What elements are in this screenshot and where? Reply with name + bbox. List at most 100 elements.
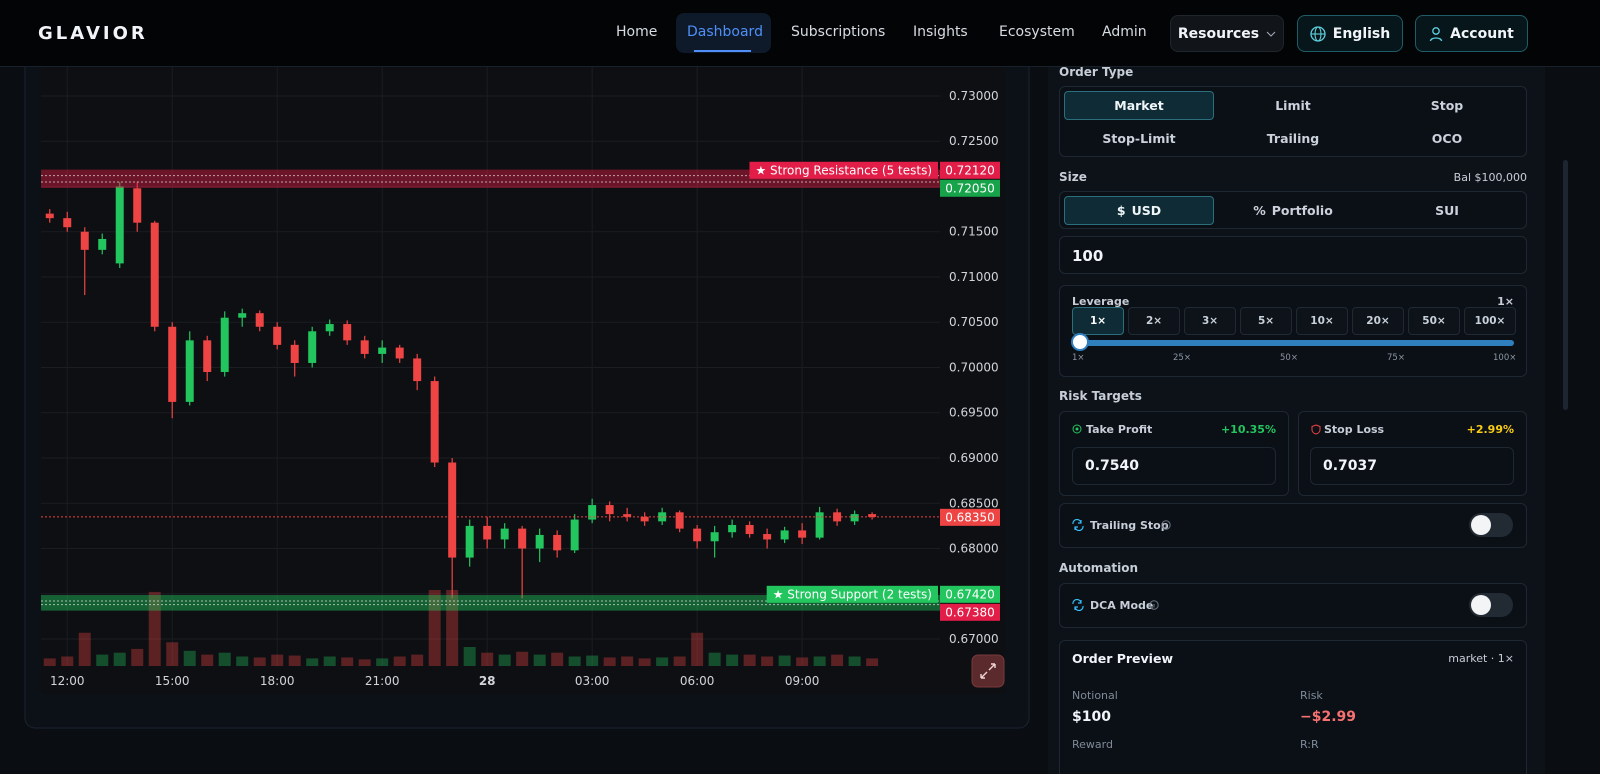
- order-type-option[interactable]: OCO: [1431, 131, 1463, 146]
- candle-body: [273, 326, 282, 345]
- candle-body: [745, 524, 754, 535]
- candle-body: [255, 313, 264, 327]
- candle-body: [465, 525, 474, 558]
- tab-label: SUI: [1435, 203, 1459, 218]
- price-tag-label: 0.68350: [945, 510, 995, 524]
- order-type-option[interactable]: Trailing: [1266, 131, 1320, 146]
- candle-body: [518, 528, 527, 549]
- order-type-option[interactable]: Stop: [1430, 98, 1464, 113]
- repeat-icon: [1072, 599, 1084, 611]
- leverage-current: 1×: [1497, 295, 1514, 308]
- resources-menu[interactable]: Resources: [1170, 15, 1284, 52]
- volume-bar: [376, 658, 389, 666]
- size-tab[interactable]: $ USD: [1064, 196, 1214, 225]
- language-label: English: [1332, 25, 1391, 42]
- nav-link[interactable]: Subscriptions: [791, 24, 886, 40]
- volume-bar: [236, 656, 249, 666]
- notional-value: $100: [1072, 709, 1111, 725]
- dca-toggle[interactable]: [1469, 593, 1513, 617]
- stop-loss-input[interactable]: 0.7037: [1310, 447, 1514, 485]
- candle-body: [605, 505, 614, 515]
- leverage-option[interactable]: 2×: [1128, 307, 1180, 335]
- language-button[interactable]: English: [1297, 15, 1403, 52]
- size-tab[interactable]: % Portfolio: [1218, 196, 1368, 225]
- leverage-option[interactable]: 20×: [1352, 307, 1404, 335]
- leverage-option[interactable]: 10×: [1296, 307, 1348, 335]
- dca-label: DCA Mode: [1090, 599, 1154, 612]
- nav-link[interactable]: Dashboard: [687, 24, 763, 40]
- volume-bar: [288, 655, 301, 666]
- x-tick-label: 18:00: [260, 674, 295, 688]
- candle-body: [168, 326, 177, 402]
- slider-thumb[interactable]: [1071, 333, 1089, 351]
- account-button[interactable]: Account: [1415, 15, 1528, 52]
- take-profit-input[interactable]: 0.7540: [1072, 447, 1276, 485]
- volume-bar: [673, 656, 686, 666]
- info-icon: [1149, 600, 1159, 610]
- expand-button[interactable]: [971, 654, 1005, 688]
- y-tick-label: 0.71000: [949, 270, 999, 284]
- volume-bar: [131, 648, 144, 666]
- brand[interactable]: GLAVIOR: [38, 23, 148, 44]
- y-tick-label: 0.70500: [949, 315, 999, 329]
- candle-body: [413, 358, 422, 382]
- leverage-option[interactable]: 3×: [1184, 307, 1236, 335]
- volume-bar: [708, 652, 721, 666]
- volume-bar: [551, 652, 564, 666]
- leverage-option[interactable]: 1×: [1072, 307, 1124, 335]
- candle-body: [45, 213, 54, 219]
- amount-input[interactable]: 100: [1059, 236, 1527, 274]
- candle-body: [395, 347, 404, 359]
- volume-bar: [341, 657, 354, 666]
- candle-body: [850, 514, 859, 522]
- candle-body: [553, 534, 562, 551]
- slider-tick: 100×: [1493, 353, 1517, 363]
- candle-body: [710, 532, 719, 542]
- candle-body: [798, 530, 807, 538]
- order-preview-box: [1059, 640, 1527, 774]
- leverage-option[interactable]: 100×: [1464, 307, 1516, 335]
- candle-body: [290, 344, 299, 363]
- section-label: Automation: [1059, 561, 1139, 575]
- volume-bar: [621, 656, 634, 666]
- order-type-option[interactable]: Stop-Limit: [1102, 131, 1176, 146]
- leverage-option[interactable]: 5×: [1240, 307, 1292, 335]
- nav-link[interactable]: Admin: [1102, 24, 1147, 40]
- volume-bar: [393, 656, 406, 666]
- price-tag: [940, 508, 1000, 526]
- leverage-option[interactable]: 50×: [1408, 307, 1460, 335]
- dca-box: [1059, 583, 1527, 628]
- size-tab[interactable]: SUI: [1372, 196, 1522, 225]
- price-tag: [940, 161, 1000, 179]
- candle-body: [80, 231, 89, 250]
- volume-bar: [743, 654, 756, 666]
- reward-label: Reward: [1072, 738, 1113, 751]
- leverage-slider[interactable]: [1080, 340, 1514, 346]
- section-label: Size: [1059, 170, 1087, 184]
- order-type-option[interactable]: Market: [1064, 91, 1214, 120]
- candle-body: [133, 188, 142, 223]
- volume-bar: [61, 656, 74, 666]
- nav-link[interactable]: Ecosystem: [999, 24, 1075, 40]
- take-profit-percent: +10.35%: [1220, 423, 1276, 436]
- x-tick-label: 28: [479, 674, 496, 688]
- level-band: [41, 595, 940, 611]
- level-label: ★ Strong Support (2 tests): [773, 587, 932, 601]
- preview-mode: market · 1×: [1448, 652, 1514, 665]
- candle-body: [185, 340, 194, 402]
- volume-bar: [726, 654, 739, 666]
- candle-body: [815, 512, 824, 538]
- nav-link[interactable]: Home: [616, 24, 658, 40]
- tab-label: USD: [1131, 203, 1162, 218]
- candle-body: [98, 238, 107, 250]
- volume-bar: [358, 659, 371, 666]
- candle-body: [623, 514, 632, 517]
- tab-icon: %: [1253, 203, 1266, 218]
- volume-bar: [323, 656, 336, 666]
- y-tick-label: 0.69500: [949, 406, 999, 420]
- candle-body: [728, 524, 737, 533]
- nav-link[interactable]: Insights: [913, 24, 968, 40]
- order-type-option[interactable]: Limit: [1275, 98, 1311, 113]
- trailing-toggle[interactable]: [1469, 513, 1513, 537]
- repeat-icon: [1072, 519, 1084, 531]
